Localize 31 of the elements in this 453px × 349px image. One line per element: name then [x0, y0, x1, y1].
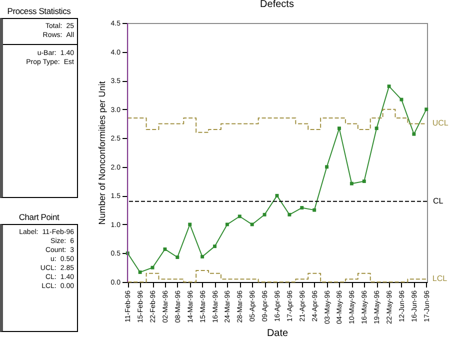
point — [262, 212, 266, 216]
point — [288, 212, 292, 216]
point — [325, 165, 329, 169]
point — [362, 180, 366, 184]
point — [213, 244, 216, 248]
ref-line-label: CL — [433, 196, 444, 206]
point — [200, 254, 204, 258]
series-label: LCL — [432, 274, 448, 284]
point — [176, 256, 180, 259]
point — [188, 222, 192, 226]
series-label: UCL — [432, 118, 449, 128]
point — [374, 126, 378, 130]
point — [400, 98, 404, 102]
point — [412, 132, 416, 136]
point — [138, 270, 142, 274]
point — [300, 206, 304, 210]
point — [387, 84, 391, 88]
point — [250, 222, 254, 226]
point — [312, 208, 316, 212]
point — [225, 222, 229, 226]
point — [238, 214, 242, 218]
text: Process Statistics — [6, 5, 72, 18]
text: Chart Point — [18, 211, 60, 224]
point — [150, 266, 154, 270]
point — [163, 247, 167, 251]
x-axis-title: Date — [266, 328, 288, 339]
point — [350, 182, 354, 186]
point — [338, 126, 341, 130]
y-axis-title: Number of Nonconformities per Unit — [96, 80, 107, 225]
chart-title: Defects — [260, 0, 294, 10]
point — [424, 108, 428, 112]
